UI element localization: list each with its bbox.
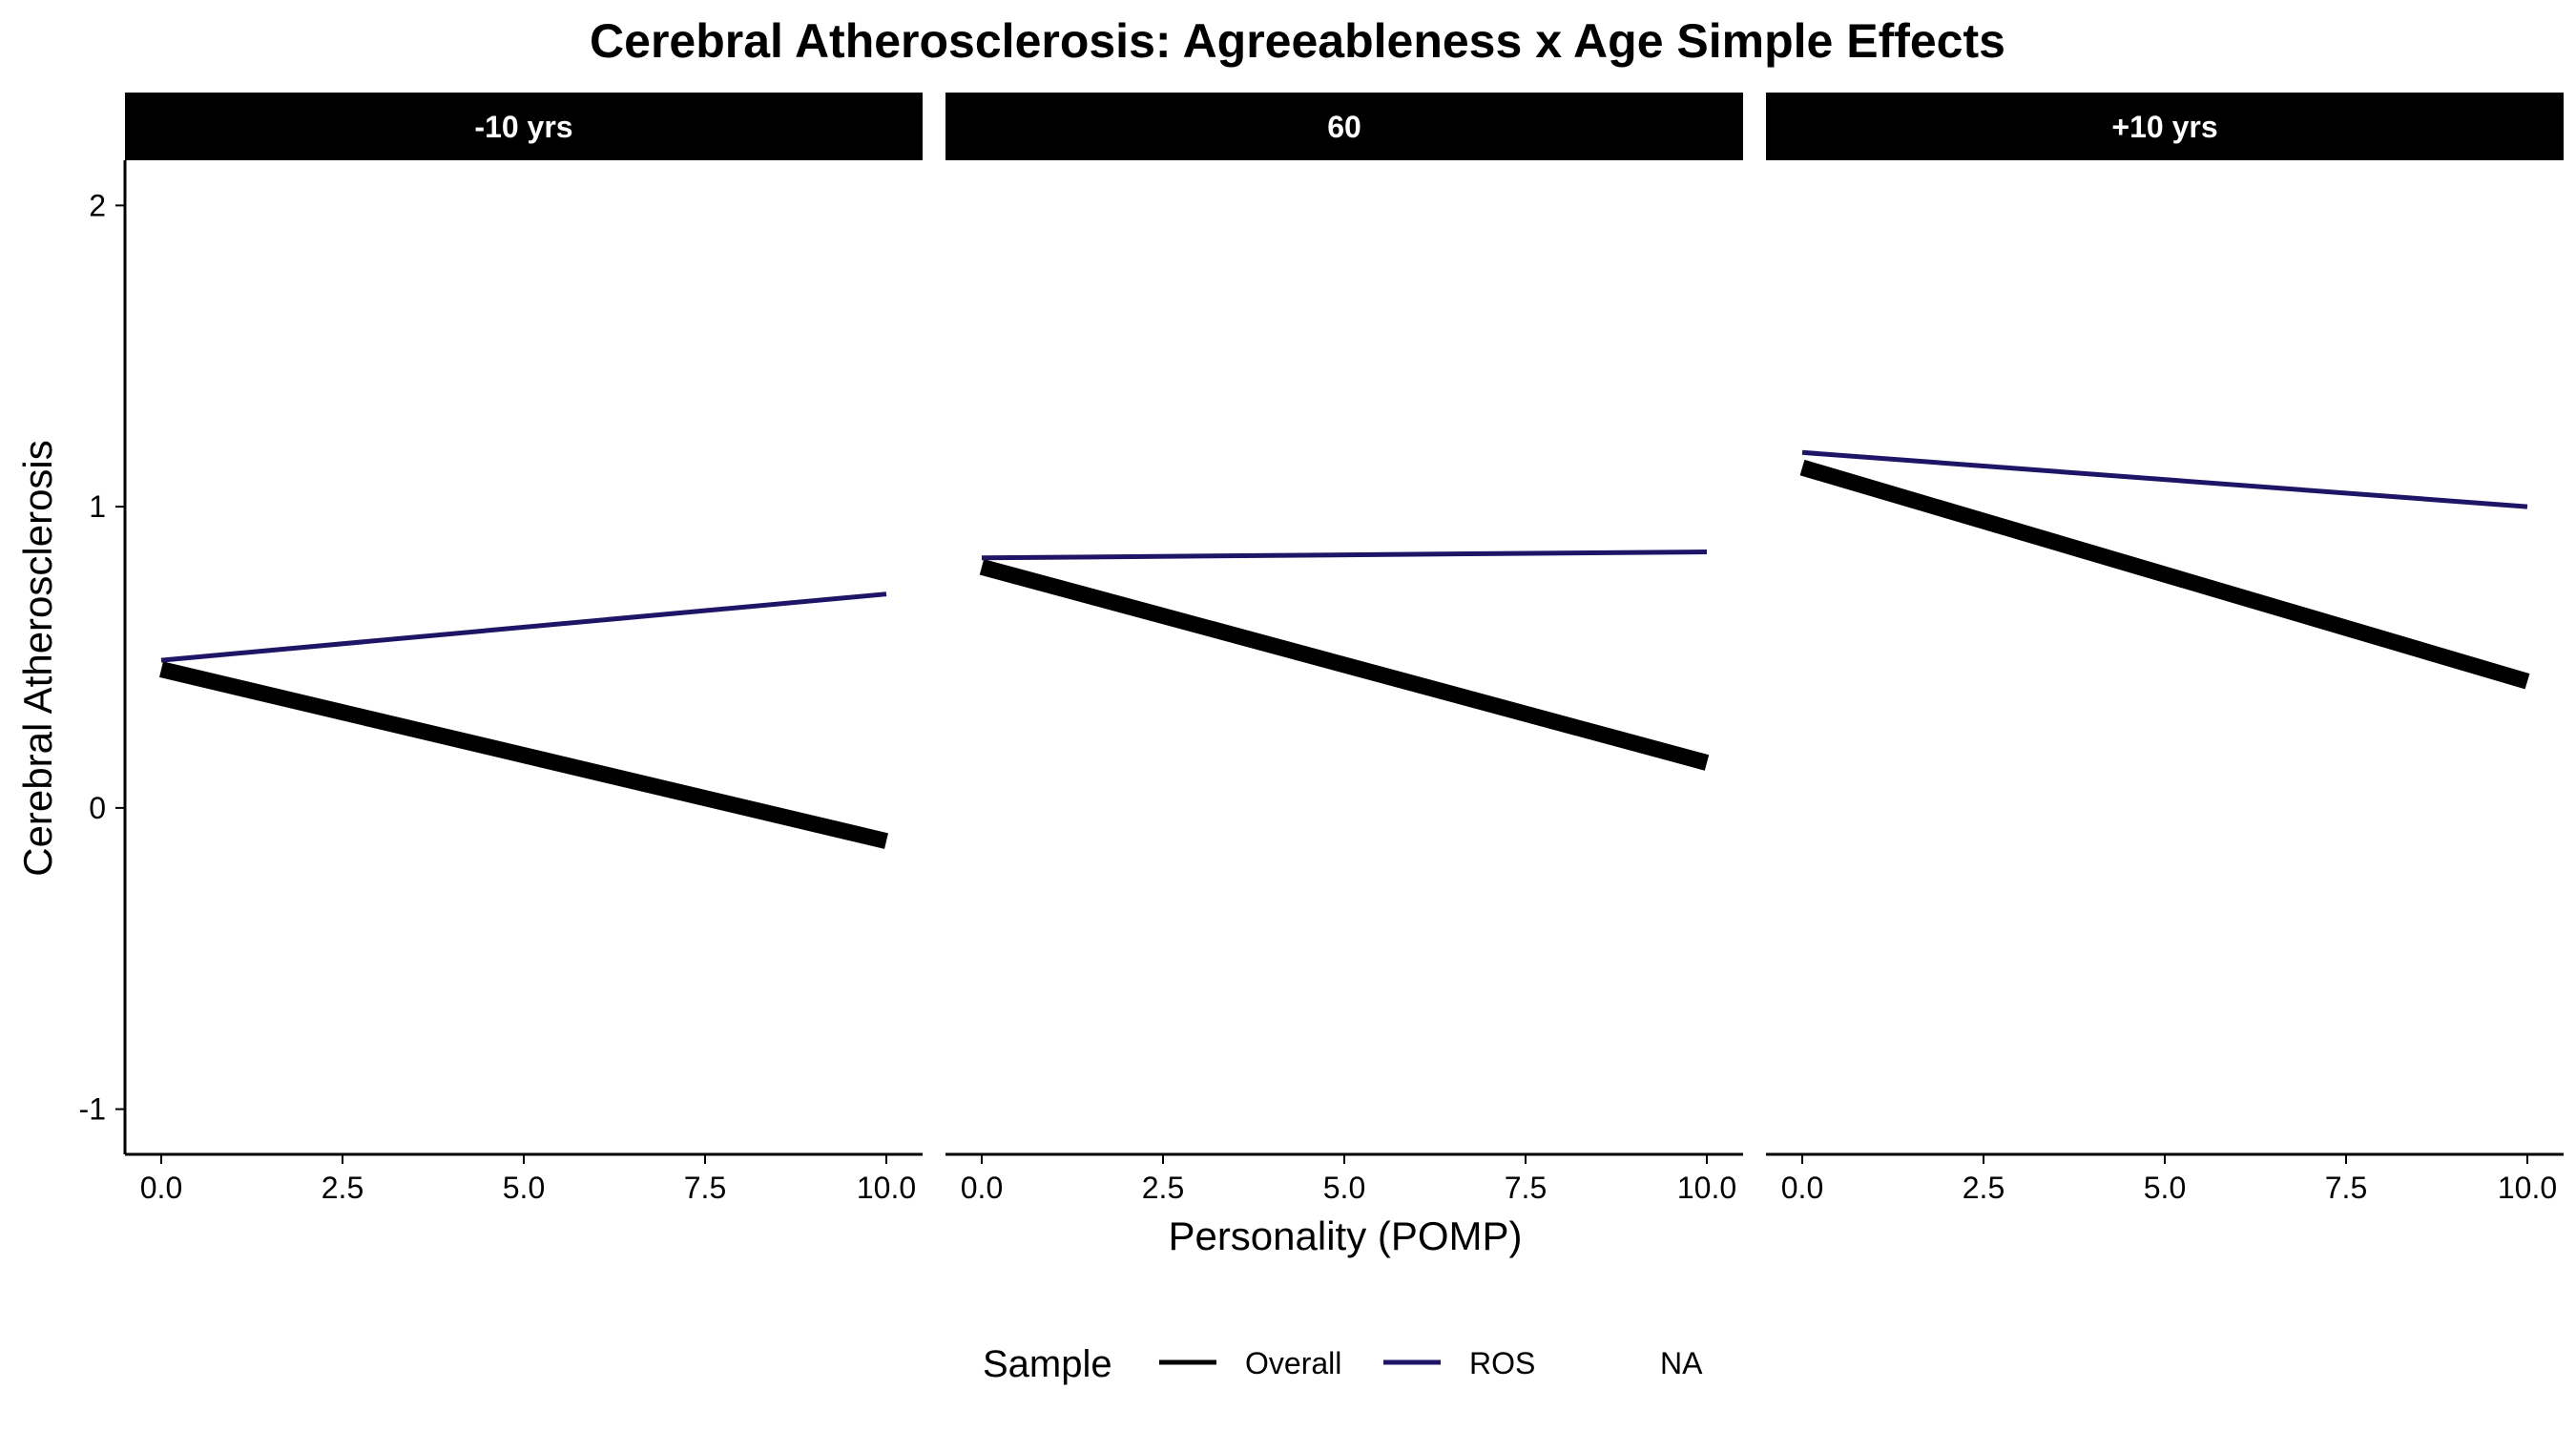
series-line-overall (159, 661, 888, 849)
y-tick-label: -1 (79, 1092, 106, 1127)
x-tick-label: 7.5 (684, 1171, 726, 1205)
y-tick-label: 0 (89, 791, 106, 825)
chart-title: Cerebral Atherosclerosis: Agreeableness … (590, 14, 2005, 68)
legend: Sample Overall ROS NA (983, 1343, 1703, 1385)
x-tick-label: 2.5 (322, 1171, 364, 1205)
legend-title: Sample (983, 1343, 1112, 1385)
x-tick-label: 7.5 (2325, 1171, 2367, 1205)
x-tick-label: 10.0 (2498, 1171, 2557, 1205)
series-line-ros (981, 549, 1708, 561)
y-axis-title: Cerebral Atherosclerosis (15, 440, 60, 877)
legend-label: ROS (1469, 1346, 1535, 1380)
x-tick-label: 0.0 (1781, 1171, 1823, 1205)
facet-strip-label: -10 yrs (474, 110, 572, 144)
facet-strip (125, 93, 923, 160)
legend-entry: Overall (1159, 1346, 1341, 1380)
legend-label: Overall (1245, 1346, 1341, 1380)
series-line-overall (1799, 459, 2530, 690)
facet-strip-label: 60 (1327, 110, 1361, 144)
facet-panels: -10 yrs 0.0 2.5 5.0 7.5 10.0 -1 0 1 2 60 0.0 2.5 5.0 7… (79, 93, 2564, 1205)
x-tick-label: 10.0 (1677, 1171, 1736, 1205)
y-tick-label: 1 (89, 489, 106, 524)
legend-entry: ROS (1383, 1346, 1535, 1380)
x-tick-label: 0.0 (961, 1171, 1003, 1205)
series-line-ros (160, 591, 887, 663)
series-line-overall (979, 559, 1710, 771)
x-tick-label: 2.5 (1142, 1171, 1184, 1205)
x-tick-label: 10.0 (857, 1171, 916, 1205)
x-tick-label: 7.5 (1505, 1171, 1547, 1205)
facet-panel: +10 yrs 0.0 2.5 5.0 7.5 10.0 (1766, 93, 2564, 1205)
series-line-ros (1801, 449, 2528, 509)
facet-strip (945, 93, 1743, 160)
legend-label: NA (1660, 1346, 1703, 1380)
x-tick-label: 5.0 (2144, 1171, 2186, 1205)
x-tick-label: 2.5 (1963, 1171, 2005, 1205)
x-tick-label: 5.0 (503, 1171, 545, 1205)
x-tick-label: 5.0 (1323, 1171, 1365, 1205)
x-axis-title: Personality (POMP) (1168, 1213, 1522, 1258)
y-tick-label: 2 (89, 188, 106, 222)
facet-panel: -10 yrs 0.0 2.5 5.0 7.5 10.0 -1 0 1 2 (79, 93, 923, 1205)
facet-strip-label: +10 yrs (2111, 110, 2217, 144)
facet-strip (1766, 93, 2564, 160)
x-tick-label: 0.0 (140, 1171, 182, 1205)
facet-panel: 60 0.0 2.5 5.0 7.5 10.0 (945, 93, 1743, 1205)
legend-entry: NA (1660, 1346, 1703, 1380)
